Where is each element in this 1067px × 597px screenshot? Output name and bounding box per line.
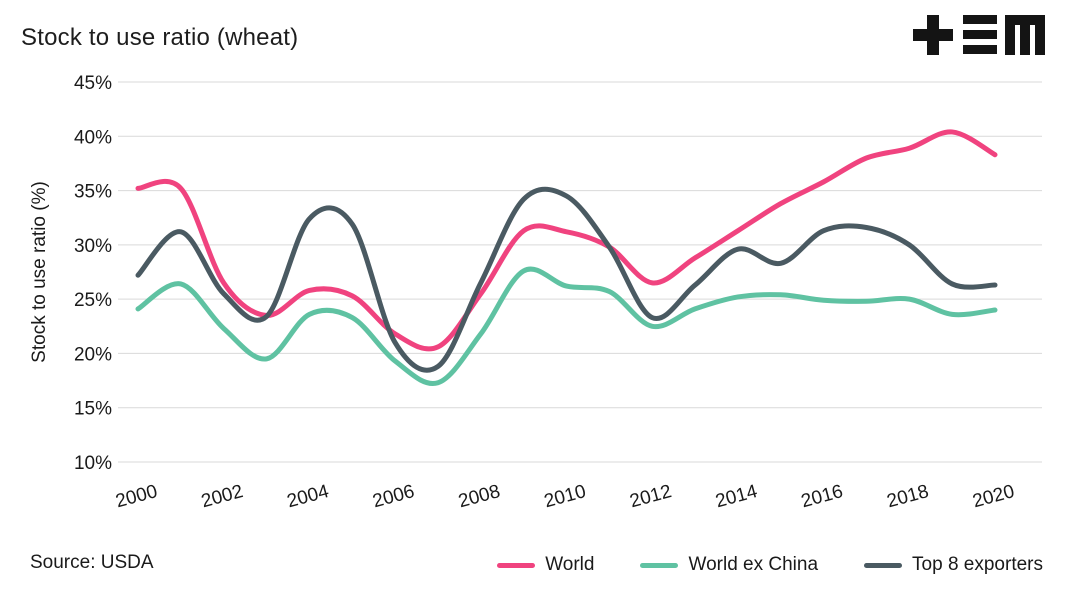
legend-label-top-8-exporters: Top 8 exporters [912,554,1043,575]
x-tick-label: 2018 [885,481,931,512]
x-tick-label: 2004 [285,481,332,512]
x-tick-label: 2006 [371,481,417,512]
y-tick-label: 10% [74,453,112,474]
chart-footer: Source: USDA World World ex China Top 8 … [0,543,1067,587]
chart-area: 10% 15% 20% 25% 30% 35% 40% 45% 2000 2002 2004 2006… [0,58,1067,538]
y-tick-label: 30% [74,236,112,257]
legend-label-world: World [545,554,595,575]
x-tick-label: 2016 [799,481,845,512]
legend-item-top-8-exporters: Top 8 exporters [864,554,1043,576]
y-tick-label: 45% [74,73,112,94]
legend: World World ex China Top 8 exporters [497,543,1043,587]
tem-logo-glyphs [913,15,1045,55]
chart-title: Stock to use ratio (wheat) [21,24,299,51]
legend-label-world-ex-china: World ex China [688,554,819,575]
y-tick-label: 15% [74,399,112,420]
tem-logo [913,15,1045,55]
x-tick-label: 2000 [113,481,159,512]
series-line-world-ex-china [135,266,998,387]
legend-swatch-top-8-exporters [864,562,903,568]
y-tick-label: 25% [74,290,112,311]
source-text: Source: USDA [30,552,154,573]
y-tick-label: 40% [74,127,112,148]
y-tick-label: 35% [74,182,112,203]
line-chart: 10% 15% 20% 25% 30% 35% 40% 45% 2000 2002 2004 2006… [74,73,1042,512]
legend-item-world: World [497,554,594,576]
x-tick-label: 2008 [456,481,502,512]
series-line-top-8-exporters [135,186,998,373]
x-tick-label: 2014 [713,481,760,512]
x-tick-label: 2012 [628,481,674,512]
x-tick-label: 2010 [542,481,588,512]
legend-item-world-ex-china: World ex China [640,554,818,576]
legend-swatch-world-ex-china [640,562,679,568]
legend-swatch-world [497,562,536,568]
x-tick-label: 2020 [970,481,1016,512]
y-tick-label: 20% [74,344,112,365]
x-tick-label: 2002 [199,481,245,512]
